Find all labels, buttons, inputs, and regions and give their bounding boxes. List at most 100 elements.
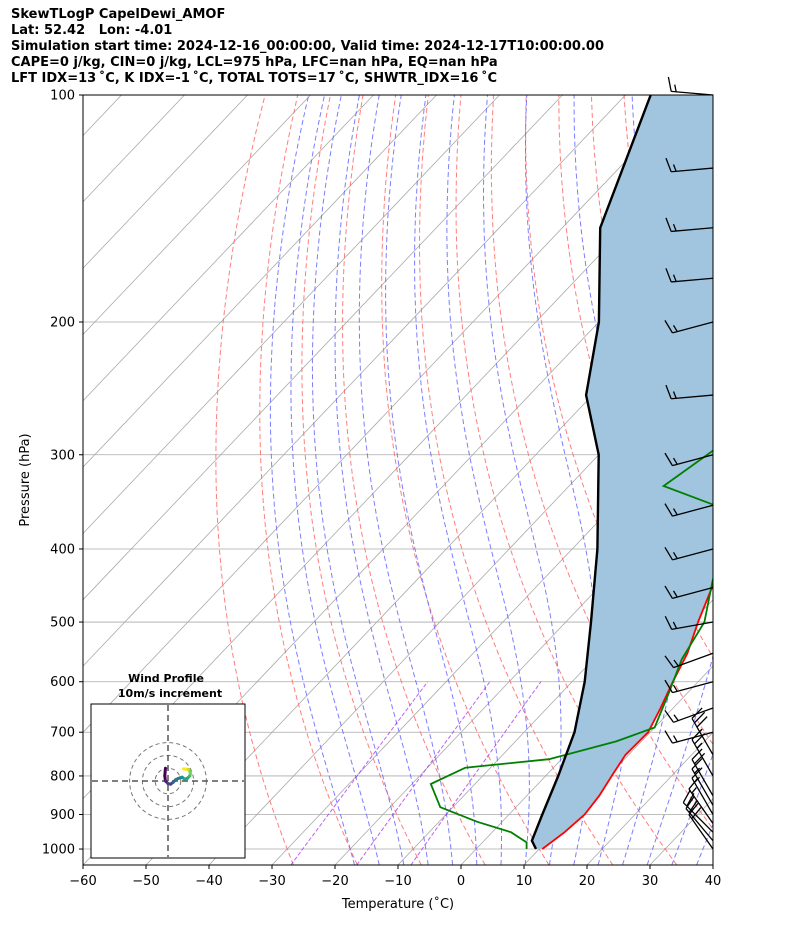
y-tick-label: 900 — [50, 808, 75, 823]
dry-adiabat — [787, 95, 794, 865]
moist-adiabat — [525, 95, 598, 865]
barb-half-flag — [672, 590, 678, 598]
barb-shaft — [691, 759, 714, 797]
barb-shaft — [691, 718, 714, 756]
moist-adiabat — [290, 95, 380, 865]
barb-half-flag — [672, 324, 678, 332]
dry-adiabat — [259, 95, 358, 865]
y-tick-label: 300 — [50, 448, 75, 463]
wind-barb — [664, 547, 714, 561]
barb-flag — [667, 76, 672, 92]
y-tick-label: 800 — [50, 769, 75, 784]
barb-shaft — [671, 394, 714, 400]
barb-shaft — [672, 548, 714, 561]
barb-half-flag — [672, 223, 677, 232]
mixing-ratio-line — [410, 681, 542, 865]
barb-shaft — [671, 227, 714, 233]
barb-flag — [664, 547, 673, 561]
x-tick-label: 0 — [457, 874, 465, 889]
barb-half-flag — [673, 659, 679, 667]
barb-half-flag — [672, 391, 677, 399]
barb-flag — [664, 730, 673, 744]
mixing-ratio-lines — [290, 681, 542, 865]
x-tick-label: 20 — [579, 874, 596, 889]
barb-shaft — [671, 621, 714, 630]
isotherm-line — [83, 95, 563, 601]
barb-half-flag — [672, 508, 678, 516]
wind-barb — [665, 268, 714, 283]
x-axis-label: Temperature (˚C) — [341, 896, 454, 912]
moist-adiabat — [334, 95, 429, 865]
barb-flag — [664, 655, 675, 668]
barb-flag — [694, 752, 706, 765]
y-tick-label: 200 — [50, 315, 75, 330]
barb-half-flag — [694, 767, 701, 774]
isotherm-line — [83, 95, 500, 535]
barb-flag — [665, 384, 672, 399]
barb-flag — [664, 710, 675, 723]
wind-barb — [664, 730, 714, 744]
index-line: LFT IDX=13 ˚C, K IDX=-1 ˚C, TOTAL TOTS=1… — [11, 71, 498, 86]
isotherm-line — [145, 267, 713, 865]
dry-adiabat — [301, 95, 422, 865]
barb-flag — [664, 615, 673, 630]
time-line: Simulation start time: 2024-12-16_00:00:… — [11, 39, 604, 54]
barb-flag — [665, 268, 672, 283]
y-axis-ticks: 1000 900 800 700 600 500 400 300 200 100 — [42, 89, 83, 858]
wind-barb — [691, 728, 714, 777]
barb-half-flag — [674, 84, 677, 92]
barb-flag — [691, 758, 703, 770]
x-tick-label: −40 — [195, 874, 222, 889]
moist-adiabat — [414, 95, 502, 865]
y-tick-label: 700 — [50, 726, 75, 741]
x-axis-ticks: −60 −50 −40 −30 −20 −10 0 10 20 30 40 — [69, 865, 721, 889]
inset-subtitle: 10m/s increment — [118, 687, 222, 700]
x-tick-label: −30 — [258, 874, 285, 889]
barb-shaft — [691, 777, 714, 815]
wind-barb — [691, 758, 714, 806]
x-tick-label: −10 — [384, 874, 411, 889]
barb-shaft — [672, 681, 714, 694]
moist-adiabat — [482, 95, 562, 865]
barb-flag — [691, 767, 703, 779]
barb-shaft — [671, 277, 714, 283]
isotherm-line — [712, 864, 713, 865]
y-tick-label: 600 — [50, 675, 75, 690]
dry-adiabat — [418, 95, 614, 865]
barb-shaft — [688, 814, 714, 850]
barb-half-flag — [672, 164, 677, 172]
barb-flag — [696, 716, 708, 728]
barb-flag — [664, 320, 673, 334]
x-tick-label: −60 — [69, 874, 96, 889]
barb-shaft — [688, 788, 714, 824]
barb-half-flag — [691, 787, 697, 794]
wind-barb — [664, 320, 714, 334]
barb-half-flag — [672, 457, 678, 465]
barb-shaft — [691, 739, 714, 777]
x-tick-label: 30 — [642, 874, 659, 889]
cape-line: CAPE=0 j/kg, CIN=0 j/kg, LCL=975 hPa, LF… — [11, 55, 498, 70]
barb-half-flag — [694, 776, 701, 783]
wind-barb — [664, 585, 714, 600]
wind-barb — [665, 157, 714, 173]
y-tick-label: 400 — [50, 542, 75, 557]
sounding-profiles — [429, 95, 713, 850]
barb-half-flag — [696, 742, 703, 749]
dry-adiabat — [455, 95, 678, 865]
isotherm-line — [523, 665, 713, 865]
barb-flag — [665, 157, 672, 172]
barb-flag — [682, 789, 691, 803]
wind-barb — [664, 503, 714, 517]
barb-flag — [664, 452, 673, 466]
moist-adiabat — [385, 95, 478, 865]
y-tick-label: 1000 — [42, 843, 75, 858]
y-tick-label: 500 — [50, 616, 75, 631]
moist-adiabat — [269, 95, 355, 865]
wind-barb — [665, 217, 714, 233]
parcel-temperature-shade — [531, 95, 713, 849]
isotherm-line — [334, 466, 713, 865]
barb-flag — [664, 679, 673, 693]
barb-shaft — [685, 808, 714, 842]
wind-barb — [664, 652, 714, 669]
wind-barb — [664, 707, 714, 723]
